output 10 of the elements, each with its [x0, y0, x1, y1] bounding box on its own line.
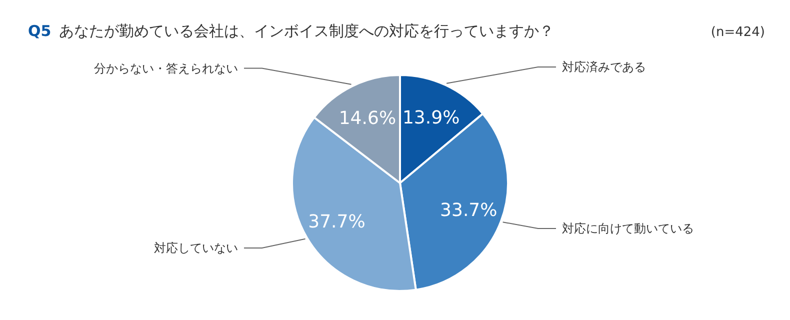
data-label: 14.6%: [338, 108, 396, 130]
slice-label: 対応済みである: [562, 60, 646, 74]
data-label: 13.9%: [402, 107, 460, 128]
slice-label: 対応していない: [154, 241, 238, 256]
slice-label: 対応に向けて動いている: [562, 221, 694, 236]
data-label: 33.7%: [440, 200, 498, 222]
slice-label: 分からない・答えられない: [94, 61, 238, 76]
title: Q5 あなたが勤めている会社は、インボイス制度への対応を行っていますか？: [28, 22, 554, 40]
text: (n=424): [710, 25, 765, 40]
data-label: 37.7%: [308, 211, 366, 232]
